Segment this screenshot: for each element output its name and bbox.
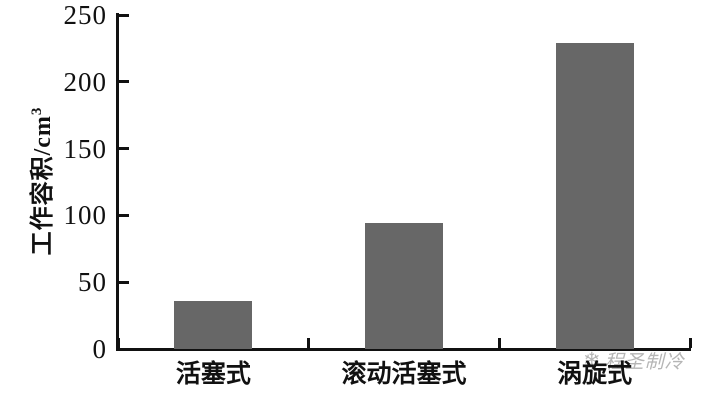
x-category-label: 活塞式: [175, 361, 251, 388]
y-axis-tick: [119, 80, 129, 84]
y-axis-tick: [119, 347, 129, 351]
y-axis-title: 工作容积/cm3: [22, 107, 58, 256]
y-axis-tick: [119, 13, 129, 17]
bar: [174, 300, 253, 349]
x-category-label: 滚动活塞式: [341, 361, 467, 388]
y-axis-line: [116, 13, 119, 351]
y-tick-label: 0: [92, 334, 107, 364]
x-axis-line: [116, 348, 691, 351]
y-axis-tick: [119, 147, 129, 151]
bar: [365, 223, 443, 349]
x-axis-tick: [116, 338, 120, 348]
y-tick-label: 150: [63, 133, 107, 164]
y-axis-tick: [119, 280, 129, 284]
x-axis-tick: [688, 338, 692, 348]
y-tick-label: 100: [63, 200, 107, 231]
bar: [555, 43, 634, 349]
y-tick-label: 50: [78, 267, 107, 298]
x-category-label: 涡旋式: [557, 361, 633, 388]
y-axis-tick: [119, 213, 129, 217]
y-axis-title-exponent: 3: [29, 106, 45, 116]
y-tick-label: 200: [63, 66, 107, 97]
x-axis-tick: [497, 338, 501, 348]
x-axis-tick: [307, 338, 311, 348]
y-tick-label: 250: [63, 0, 107, 30]
